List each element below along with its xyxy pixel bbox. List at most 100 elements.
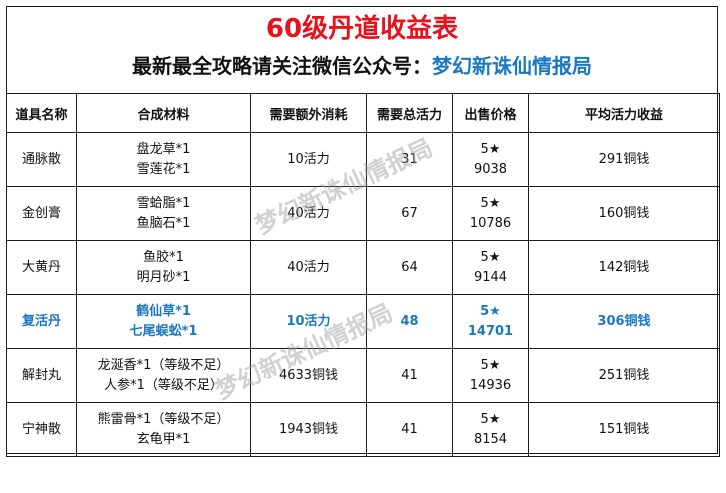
cell-sell-price: 5★ 14936 [452, 348, 529, 403]
cell-avg-income: 251铜钱 [528, 348, 720, 403]
cell-materials-line: 盘龙草*1 [136, 141, 191, 157]
table-row: 通脉散 盘龙草*1 雪莲花*1 10活力 31 5★ 9038 291铜钱 [6, 132, 720, 187]
cell-sell-price: 5★ 8154 [452, 402, 529, 457]
cell-total-vitality-line: 48 [400, 313, 419, 329]
cell-extra-cost-line: 10活力 [286, 313, 331, 329]
cell-materials-line: 玄龟甲*1 [136, 431, 191, 447]
header-extra-cost: 需要额外消耗 [250, 93, 367, 133]
cell-avg-income-line: 142铜钱 [598, 259, 650, 275]
cell-extra-cost-line: 1943铜钱 [278, 421, 339, 437]
table-row: 复活丹 鹤仙草*1 七尾蜈蚣*1 10活力 48 5★ 14701 306铜钱 [6, 294, 720, 349]
cell-avg-income: 291铜钱 [528, 132, 720, 187]
cell-item-name-line: 通脉散 [21, 151, 61, 167]
cell-sell-price-line: 5★ [480, 249, 501, 265]
cell-item-name-line: 金创膏 [21, 205, 61, 221]
cell-materials-line: 鹤仙草*1 [136, 303, 191, 319]
cell-item-name-line: 解封丸 [21, 367, 61, 383]
cell-materials: 鹤仙草*1 七尾蜈蚣*1 [76, 294, 251, 349]
cell-sell-price-line: 5★ [480, 357, 501, 373]
cell-extra-cost-line: 40活力 [287, 259, 330, 275]
cell-total-vitality-line: 41 [401, 367, 418, 383]
cell-item-name: 复活丹 [6, 294, 77, 349]
cell-item-name: 大黄丹 [6, 240, 77, 295]
table-header-row: 道具名称 合成材料 需要额外消耗 需要总活力 出售价格 平均活力收益 [6, 93, 720, 133]
title-block: 60级丹道收益表 最新最全攻略请关注微信公众号：梦幻新诛仙情报局 [7, 7, 717, 93]
cell-sell-price: 5★ 14701 [452, 294, 529, 349]
cell-materials-line: 明月砂*1 [136, 269, 191, 285]
cell-extra-cost: 1943铜钱 [250, 402, 367, 457]
cell-sell-price: 5★ 9144 [452, 240, 529, 295]
cell-item-name-line: 复活丹 [21, 313, 61, 329]
cell-item-name: 解封丸 [6, 348, 77, 403]
cell-extra-cost: 10活力 [250, 132, 367, 187]
income-table-sheet: 60级丹道收益表 最新最全攻略请关注微信公众号：梦幻新诛仙情报局 道具名称 合成… [6, 6, 720, 457]
cell-avg-income-line: 160铜钱 [598, 205, 650, 221]
cell-extra-cost-line: 40活力 [287, 205, 330, 221]
cell-sell-price-line: 5★ [480, 195, 501, 211]
cell-materials: 雪蛤脂*1 鱼脑石*1 [76, 186, 251, 241]
cell-avg-income: 306铜钱 [528, 294, 720, 349]
header-total-vitality: 需要总活力 [366, 93, 453, 133]
table-row: 宁神散 熊雷骨*1（等级不足） 玄龟甲*1 1943铜钱 41 5★ 8154 151铜钱 [6, 402, 720, 457]
cell-extra-cost-line: 4633铜钱 [278, 367, 339, 383]
cell-avg-income-line: 151铜钱 [598, 421, 650, 437]
cell-materials-line: 龙涎香*1（等级不足） [97, 357, 230, 373]
header-avg-income: 平均活力收益 [528, 93, 720, 133]
table-row: 金创膏 雪蛤脂*1 鱼脑石*1 40活力 67 5★ 10786 160铜钱 [6, 186, 720, 241]
cell-extra-cost: 4633铜钱 [250, 348, 367, 403]
cell-total-vitality-line: 64 [401, 259, 418, 275]
cell-avg-income: 151铜钱 [528, 402, 720, 457]
cell-materials: 龙涎香*1（等级不足） 人参*1（等级不足） [76, 348, 251, 403]
cell-total-vitality-line: 41 [401, 421, 418, 437]
cell-extra-cost: 40活力 [250, 240, 367, 295]
table-row: 解封丸 龙涎香*1（等级不足） 人参*1（等级不足） 4633铜钱 41 5★ 14936 2… [6, 348, 720, 403]
cell-materials-line: 七尾蜈蚣*1 [129, 323, 198, 339]
cell-sell-price: 5★ 9038 [452, 132, 529, 187]
cell-materials: 鱼胶*1 明月砂*1 [76, 240, 251, 295]
cell-avg-income-line: 306铜钱 [597, 313, 651, 329]
cell-total-vitality-line: 67 [401, 205, 418, 221]
cell-sell-price-line: 9038 [473, 161, 508, 177]
subtitle-account: 梦幻新诛仙情报局 [432, 54, 592, 78]
cell-avg-income-line: 291铜钱 [598, 151, 650, 167]
cell-item-name-line: 大黄丹 [21, 259, 61, 275]
cell-extra-cost-line: 10活力 [287, 151, 330, 167]
cell-total-vitality: 64 [366, 240, 453, 295]
cell-avg-income-line: 251铜钱 [598, 367, 650, 383]
cell-item-name: 通脉散 [6, 132, 77, 187]
cell-sell-price-line: 5★ [480, 141, 501, 157]
cell-avg-income: 160铜钱 [528, 186, 720, 241]
cell-extra-cost: 40活力 [250, 186, 367, 241]
header-materials: 合成材料 [76, 93, 251, 133]
cell-avg-income: 142铜钱 [528, 240, 720, 295]
cell-item-name: 宁神散 [6, 402, 77, 457]
cell-materials-line: 人参*1（等级不足） [104, 377, 223, 393]
cell-sell-price-line: 8154 [473, 431, 508, 447]
table-row: 大黄丹 鱼胶*1 明月砂*1 40活力 64 5★ 9144 142铜钱 [6, 240, 720, 295]
cell-materials-line: 雪莲花*1 [136, 161, 191, 177]
cell-sell-price-line: 14936 [469, 377, 512, 393]
cell-sell-price: 5★ 10786 [452, 186, 529, 241]
cell-materials: 熊雷骨*1（等级不足） 玄龟甲*1 [76, 402, 251, 457]
cell-total-vitality: 31 [366, 132, 453, 187]
cell-item-name: 金创膏 [6, 186, 77, 241]
page-title: 60级丹道收益表 [265, 14, 459, 44]
cell-item-name-line: 宁神散 [21, 421, 61, 437]
cell-sell-price-line: 5★ [480, 411, 501, 427]
cell-materials-line: 熊雷骨*1（等级不足） [97, 411, 230, 427]
subtitle-prefix: 最新最全攻略请关注微信公众号： [132, 54, 432, 78]
header-sell-price: 出售价格 [452, 93, 529, 133]
cell-materials: 盘龙草*1 雪莲花*1 [76, 132, 251, 187]
cell-sell-price-line: 10786 [469, 215, 512, 231]
cell-sell-price-line: 9144 [473, 269, 508, 285]
cell-total-vitality: 41 [366, 402, 453, 457]
cell-materials-line: 鱼脑石*1 [136, 215, 191, 231]
cell-total-vitality: 67 [366, 186, 453, 241]
subtitle: 最新最全攻略请关注微信公众号：梦幻新诛仙情报局 [7, 49, 717, 83]
header-item-name: 道具名称 [6, 93, 77, 133]
cell-extra-cost: 10活力 [250, 294, 367, 349]
cell-total-vitality: 41 [366, 348, 453, 403]
cell-materials-line: 雪蛤脂*1 [136, 195, 191, 211]
cell-materials-line: 鱼胶*1 [143, 249, 184, 265]
cell-total-vitality: 48 [366, 294, 453, 349]
